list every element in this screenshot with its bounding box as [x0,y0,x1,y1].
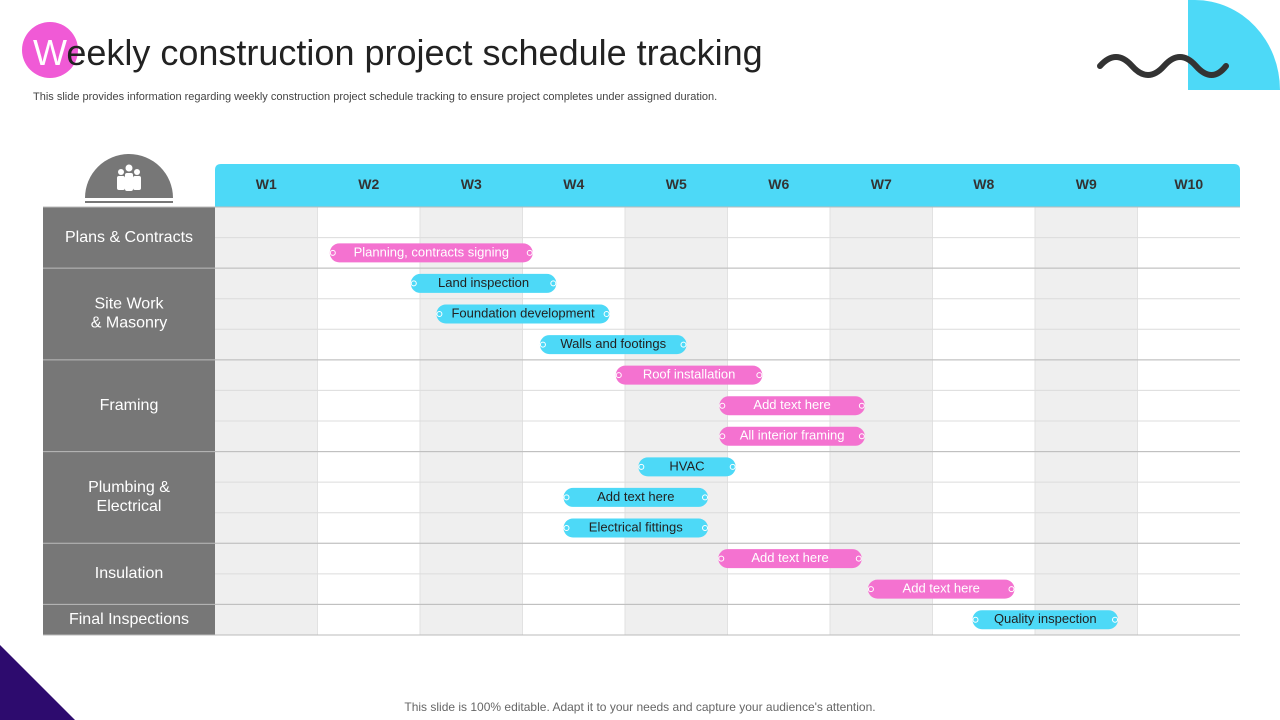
task-label: HVAC [669,458,704,473]
task-bar [972,610,1119,630]
task-end-dot [867,586,874,593]
task-end-dot [563,525,570,531]
week-label: W10 [1174,176,1203,192]
subtitle: This slide provides information regardin… [33,91,718,103]
week-label: W5 [666,176,687,192]
task-end-dot [329,249,336,256]
week-label: W6 [768,176,789,192]
title: Weekly construction project schedule tra… [33,32,763,73]
task-end-dot [550,280,557,287]
task-end-dot [1112,616,1119,623]
task-end-dot [603,311,610,317]
task-end-dot [638,463,645,470]
task-bar [638,457,736,477]
task-bar [718,549,862,569]
footer: This slide is 100% editable. Adapt it to… [404,700,876,714]
task-end-dot [436,311,443,317]
task-end-dot [719,433,726,440]
group-label: Site Work & Masonry [91,296,167,332]
group-label: Final Inspections [69,611,189,628]
task-bar [436,304,610,324]
week-label: W2 [358,176,379,192]
task-end-dot [719,402,726,409]
task-label: Quality inspection [994,611,1097,626]
task-bar [410,273,557,293]
group-label-line: Electrical [97,498,162,515]
task-end-dot [563,494,570,501]
people-icon [117,164,141,191]
task-end-dot [1008,586,1015,593]
task-end-dot [855,555,862,562]
task-bar [563,518,709,538]
task-label: Walls and footings [560,336,666,351]
title-badge [22,22,78,78]
task-end-dot [615,372,622,379]
group-cell [43,451,215,544]
task-label: All interior framing [740,428,845,443]
task-end-dot [858,433,865,440]
task-end-dot [539,341,546,348]
group-label-line: Site Work [94,296,164,313]
task-label: Planning, contracts signing [354,244,509,259]
group-cell [43,543,215,605]
group-cell [43,604,215,635]
task-label: Electrical fittings [589,519,683,534]
group-label-line: Plumbing & [88,479,170,496]
task-bar [867,579,1015,599]
week-label: W9 [1076,176,1097,192]
task-end-dot [702,494,709,501]
task-label: Foundation development [451,305,594,320]
task-label: Roof installation [643,367,736,382]
task-label: Add text here [753,397,830,412]
group-cell [43,207,215,269]
task-end-dot [729,463,736,470]
corner-triangle [0,645,75,720]
task-label: Add text here [751,550,828,565]
task-label: Add text here [903,581,980,596]
task-end-dot [702,525,709,531]
week-label: W8 [973,176,994,192]
week-label: W4 [563,176,584,192]
task-bar [539,335,687,355]
group-cell [43,268,215,360]
task-end-dot [858,402,865,409]
wave [1097,54,1229,78]
task-end-dot [756,372,763,379]
week-label: W3 [461,176,482,192]
group-label-line: & Masonry [91,315,167,332]
task-bar [719,396,865,416]
task-end-dot [410,280,417,287]
group-cell [43,359,215,452]
corner-shape [1188,0,1280,90]
task-end-dot [526,249,533,256]
task-bar [563,487,709,507]
task-bar [615,365,763,385]
task-bar [329,243,533,263]
group-label: Insulation [95,565,164,582]
task-end-dot [718,555,725,562]
task-end-dot [680,341,687,348]
task-label: Add text here [597,489,674,504]
task-bar [719,426,865,446]
group-label: Framing [100,397,159,414]
week-label: W1 [256,176,277,192]
header-bg [215,164,1240,207]
group-label: Plans & Contracts [65,229,193,246]
week-label: W7 [871,176,892,192]
task-label: Land inspection [438,275,529,290]
group-label: Plumbing & Electrical [88,479,170,515]
task-end-dot [972,616,979,623]
